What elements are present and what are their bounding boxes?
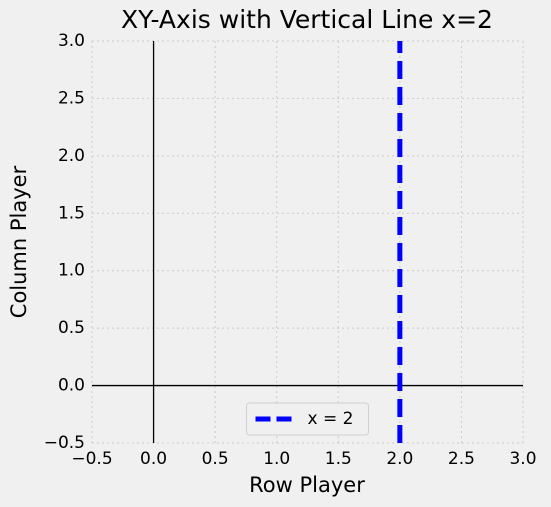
y-tick-label: 1.5 (58, 203, 85, 223)
x-tick-label: 0.5 (202, 449, 229, 469)
y-tick-label: 0.0 (58, 376, 85, 396)
y-tick-label: 0.5 (58, 318, 85, 338)
legend: x = 2 (246, 402, 369, 436)
y-tick-label: 2.0 (58, 146, 85, 166)
x-tick-label: −0.5 (71, 449, 112, 469)
y-tick-label: −0.5 (44, 433, 85, 453)
x-axis-label: Row Player (249, 473, 365, 497)
legend-label: x = 2 (308, 409, 354, 429)
y-axis-label: Column Player (7, 165, 31, 318)
x-tick-label: 1.5 (325, 449, 352, 469)
y-tick-label: 3.0 (58, 31, 85, 51)
x-tick-label: 1.0 (263, 449, 290, 469)
y-tick-label: 2.5 (58, 88, 85, 108)
x-tick-label: 2.0 (386, 449, 413, 469)
legend-box (246, 402, 369, 436)
y-tick-label: 1.0 (58, 261, 85, 281)
x-tick-label: 0.0 (140, 449, 167, 469)
x-tick-label: 2.5 (448, 449, 475, 469)
x-tick-label: 3.0 (509, 449, 536, 469)
chart-title: XY-Axis with Vertical Line x=2 (121, 5, 493, 34)
